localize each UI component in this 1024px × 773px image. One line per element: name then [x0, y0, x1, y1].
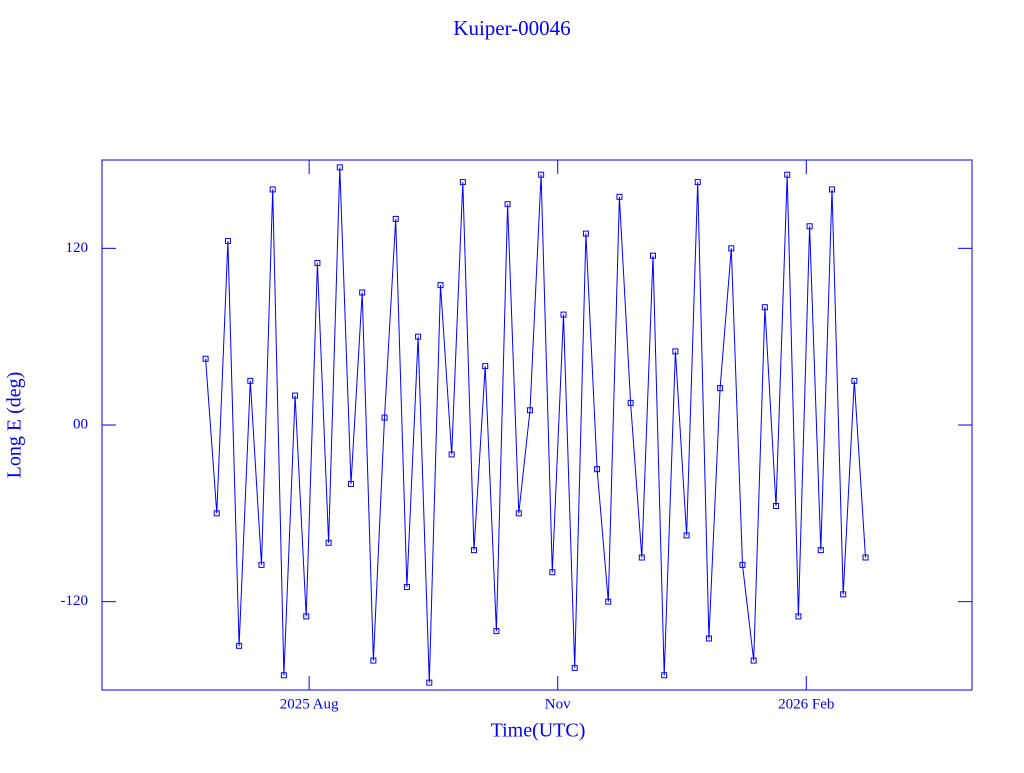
y-tick-label: 00: [73, 416, 88, 432]
data-point: [851, 377, 858, 384]
data-point: [381, 414, 388, 421]
data-point: [560, 311, 567, 318]
data-point: [314, 260, 321, 267]
data-point: [403, 583, 410, 590]
data-point: [661, 672, 668, 679]
data-point: [347, 480, 354, 487]
data-point: [336, 164, 343, 171]
data-point: [795, 613, 802, 620]
data-point: [515, 510, 522, 517]
data-point: [817, 547, 824, 554]
data-point: [471, 547, 478, 554]
data-point: [426, 679, 433, 686]
x-axis-label: Time(UTC): [491, 720, 586, 742]
data-point: [717, 385, 724, 392]
chart-title: Kuiper-00046: [453, 16, 570, 40]
y-axis-label: Long E (deg): [4, 372, 26, 479]
data-point: [705, 635, 712, 642]
y-tick-label: -120: [61, 593, 89, 609]
data-point: [571, 664, 578, 671]
data-point: [247, 377, 254, 384]
data-point: [493, 628, 500, 635]
data-point: [672, 348, 679, 355]
data-point: [325, 539, 332, 546]
data-point: [773, 502, 780, 509]
data-point: [694, 179, 701, 186]
data-point: [303, 613, 310, 620]
data-point: [280, 672, 287, 679]
data-point: [359, 289, 366, 296]
data-point: [806, 223, 813, 230]
data-line: [205, 167, 866, 683]
data-point: [627, 399, 634, 406]
x-tick-label: 2026 Feb: [778, 696, 834, 712]
data-point: [437, 282, 444, 289]
data-point: [650, 252, 656, 259]
data-point: [258, 561, 265, 568]
y-tick-label: 120: [66, 240, 89, 256]
x-tick-label: Nov: [545, 696, 571, 712]
data-point: [236, 642, 243, 649]
data-point: [415, 333, 422, 340]
data-point: [750, 657, 757, 664]
data-point: [448, 451, 455, 458]
data-point: [459, 179, 466, 186]
data-point: [370, 657, 377, 664]
data-point: [292, 392, 299, 399]
data-point: [683, 532, 690, 539]
data-point: [739, 561, 746, 568]
data-point: [482, 363, 489, 370]
data-point: [224, 237, 231, 244]
data-point: [504, 201, 511, 208]
data-point: [538, 171, 545, 178]
data-point: [728, 245, 735, 252]
data-point: [526, 407, 533, 414]
data-point: [605, 598, 612, 605]
data-point: [828, 186, 835, 193]
data-point: [862, 554, 869, 561]
data-point: [202, 355, 209, 362]
x-tick-label: 2025 Aug: [280, 696, 339, 712]
data-point: [638, 554, 645, 561]
data-point: [840, 591, 847, 598]
data-point: [213, 510, 220, 517]
data-point: [594, 466, 601, 473]
data-point: [549, 569, 556, 576]
data-point: [761, 304, 768, 311]
data-point: [582, 230, 589, 237]
data-point: [616, 193, 623, 200]
data-point: [269, 186, 276, 193]
data-point: [784, 171, 791, 178]
data-point: [392, 215, 399, 222]
